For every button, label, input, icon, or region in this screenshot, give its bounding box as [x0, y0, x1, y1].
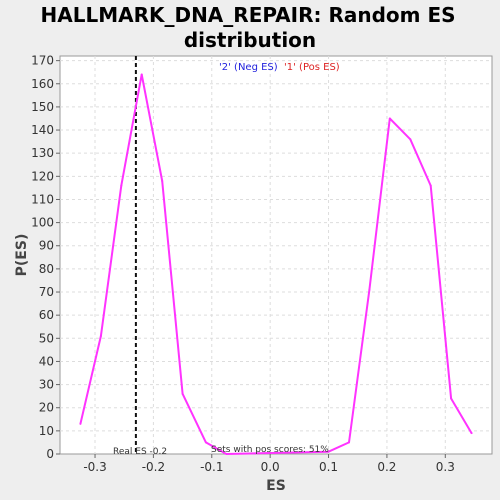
series-line	[79, 73, 473, 455]
y-tick-label: 60	[39, 308, 54, 322]
data-point	[409, 138, 412, 141]
series-group	[79, 73, 473, 455]
legend: '2' (Neg ES) '1' (Pos ES)	[219, 62, 340, 73]
y-tick-label: 90	[39, 239, 54, 253]
y-axis-label: P(ES)	[14, 234, 30, 277]
data-point	[388, 117, 391, 120]
data-point	[204, 441, 207, 444]
y-tick-label: 170	[31, 54, 54, 68]
x-tick-label: 0.3	[436, 460, 455, 474]
y-tick-label: 140	[31, 123, 54, 137]
data-point	[79, 422, 82, 425]
y-tick-label: 80	[39, 262, 54, 276]
y-tick-label: 70	[39, 285, 54, 299]
data-point	[327, 450, 330, 453]
y-tick-label: 110	[31, 192, 54, 206]
y-tick-label: 0	[46, 447, 54, 461]
plot-area	[59, 55, 493, 455]
x-axis-label: ES	[266, 478, 286, 494]
y-tick-label: 100	[31, 216, 54, 230]
data-point	[99, 334, 102, 337]
data-point	[470, 432, 473, 435]
data-point	[225, 453, 228, 455]
chart-title-line1: HALLMARK_DNA_REPAIR: Random ES	[40, 3, 455, 27]
data-point	[368, 288, 371, 291]
pos-scores-annotation: Sets with pos scores: 51%	[211, 445, 329, 455]
x-tick-label: 0.1	[319, 460, 338, 474]
data-point	[181, 392, 184, 395]
y-tick-label: 20	[39, 401, 54, 415]
y-tick-label: 50	[39, 331, 54, 345]
y-tick-label: 130	[31, 146, 54, 160]
data-point	[429, 184, 432, 187]
data-point	[120, 184, 123, 187]
real-es-annotation: Real ES -0.2	[113, 447, 167, 457]
y-tick-label: 40	[39, 354, 54, 368]
y-tick-label: 160	[31, 77, 54, 91]
grid	[60, 56, 492, 454]
data-point	[161, 179, 164, 182]
axis-ticks: 0 10 20 30 40 50 60 70 80 90 100 110 120 130 140 150 160…	[31, 54, 455, 474]
data-point	[450, 397, 453, 400]
x-tick-label: -0.2	[142, 460, 165, 474]
legend-pos-es: '1' (Pos ES)	[284, 62, 340, 73]
y-tick-label: 10	[39, 424, 54, 438]
y-tick-label: 150	[31, 100, 54, 114]
data-point	[347, 441, 350, 444]
x-tick-label: 0.2	[377, 460, 396, 474]
chart-title-line2: distribution	[184, 28, 316, 52]
x-tick-label: 0.0	[261, 460, 280, 474]
x-tick-label: -0.3	[83, 460, 106, 474]
y-tick-label: 120	[31, 169, 54, 183]
data-point	[140, 73, 143, 76]
x-tick-label: -0.1	[200, 460, 223, 474]
y-tick-label: 30	[39, 378, 54, 392]
legend-neg-es: '2' (Neg ES)	[219, 62, 278, 73]
